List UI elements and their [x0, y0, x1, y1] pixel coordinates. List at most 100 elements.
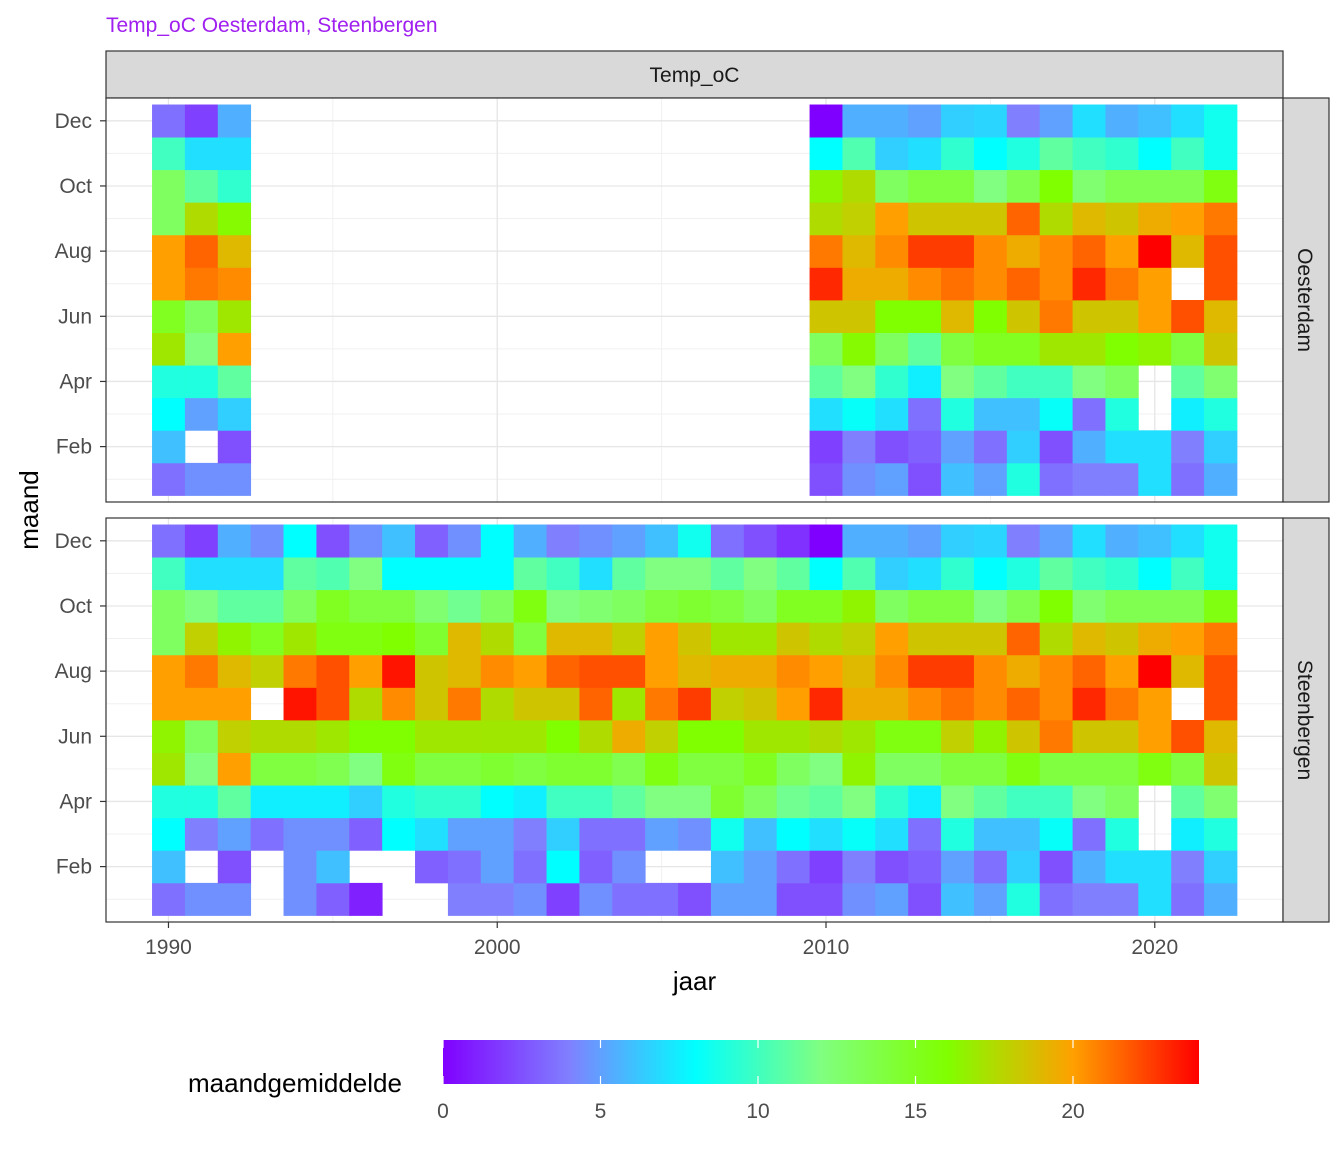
tile-steenbergen-2011-m12 — [842, 524, 876, 558]
tile-steenbergen-1998-m7 — [415, 687, 449, 721]
tile-steenbergen-2018-m7 — [1072, 687, 1106, 721]
tile-oesterdam-2010-m10 — [809, 169, 843, 203]
tile-steenbergen-2011-m10 — [842, 589, 876, 623]
tile-steenbergen-2016-m6 — [1006, 720, 1041, 753]
tile-steenbergen-1993-m9 — [250, 622, 284, 656]
tile-steenbergen-2015-m12 — [973, 524, 1008, 558]
tile-steenbergen-2001-m10 — [513, 589, 547, 623]
tile-oesterdam-1991-m11 — [184, 137, 219, 171]
tile-oesterdam-2010-m12 — [809, 104, 843, 138]
tile-oesterdam-2018-m3 — [1072, 397, 1106, 431]
tile-steenbergen-2021-m8 — [1171, 654, 1205, 688]
tile-steenbergen-1990-m8 — [152, 654, 186, 688]
tile-steenbergen-1994-m7 — [283, 687, 317, 721]
tile-steenbergen-2014-m9 — [941, 622, 975, 656]
tile-steenbergen-2021-m1 — [1171, 882, 1205, 916]
tile-steenbergen-1997-m10 — [382, 589, 416, 623]
tile-steenbergen-1991-m6 — [184, 720, 219, 753]
tile-oesterdam-2016-m7 — [1006, 267, 1041, 301]
tile-oesterdam-2017-m2 — [1039, 430, 1073, 464]
tile-steenbergen-2017-m10 — [1039, 589, 1073, 623]
tile-oesterdam-2016-m9 — [1006, 202, 1041, 236]
tile-steenbergen-2015-m9 — [973, 622, 1008, 656]
tile-steenbergen-1996-m3 — [349, 817, 383, 851]
tile-steenbergen-2016-m1 — [1006, 882, 1041, 916]
tile-oesterdam-2020-m9 — [1138, 202, 1172, 236]
tile-oesterdam-1992-m8 — [217, 234, 252, 268]
tile-oesterdam-2021-m8 — [1171, 234, 1205, 268]
tile-oesterdam-2010-m2 — [809, 430, 843, 464]
tile-steenbergen-2013-m12 — [908, 524, 942, 558]
tile-steenbergen-1994-m3 — [283, 817, 317, 851]
tile-steenbergen-2007-m2 — [710, 850, 745, 884]
tile-steenbergen-2010-m1 — [809, 882, 843, 916]
tile-steenbergen-1995-m2 — [316, 850, 350, 884]
tile-steenbergen-2014-m2 — [941, 850, 975, 884]
tile-oesterdam-2019-m5 — [1105, 332, 1139, 366]
tile-steenbergen-2011-m5 — [842, 752, 876, 786]
legend-tick-label: 10 — [746, 1100, 769, 1123]
tile-oesterdam-2015-m1 — [973, 462, 1008, 496]
tile-steenbergen-2015-m6 — [973, 720, 1008, 753]
tile-steenbergen-2019-m12 — [1105, 524, 1139, 558]
tile-steenbergen-2016-m5 — [1006, 752, 1041, 786]
tile-oesterdam-2010-m1 — [809, 462, 843, 496]
tile-steenbergen-1991-m12 — [184, 524, 219, 558]
tile-steenbergen-1993-m8 — [250, 654, 284, 688]
panel-oesterdam-y-axis: Feb Apr Jun Aug Oct Dec — [55, 110, 106, 459]
tile-steenbergen-2008-m3 — [743, 817, 778, 851]
tile-oesterdam-2022-m4 — [1204, 365, 1238, 399]
tile-steenbergen-2012-m10 — [875, 589, 909, 623]
tile-steenbergen-2000-m4 — [480, 785, 515, 819]
tile-oesterdam-1992-m6 — [217, 300, 252, 333]
tile-oesterdam-2013-m10 — [908, 169, 942, 203]
tile-steenbergen-2016-m9 — [1006, 622, 1041, 656]
tile-steenbergen-1992-m12 — [217, 524, 252, 558]
tile-oesterdam-2016-m3 — [1006, 397, 1041, 431]
tile-oesterdam-2021-m10 — [1171, 169, 1205, 203]
tile-oesterdam-2011-m7 — [842, 267, 876, 301]
tile-steenbergen-2004-m8 — [612, 654, 646, 688]
tile-steenbergen-2011-m1 — [842, 882, 876, 916]
tile-steenbergen-1999-m5 — [447, 752, 482, 786]
panel-steenbergen-tiles — [152, 524, 1238, 916]
tile-oesterdam-2011-m9 — [842, 202, 876, 236]
tile-steenbergen-2011-m8 — [842, 654, 876, 688]
tile-steenbergen-2010-m5 — [809, 752, 843, 786]
tile-oesterdam-1991-m10 — [184, 169, 219, 203]
tile-oesterdam-2011-m4 — [842, 365, 876, 399]
tile-steenbergen-1995-m3 — [316, 817, 350, 851]
y-tick-label: Jun — [58, 725, 92, 748]
tile-oesterdam-2011-m11 — [842, 137, 876, 171]
tile-oesterdam-2016-m10 — [1006, 169, 1041, 203]
tile-steenbergen-2008-m5 — [743, 752, 778, 786]
tile-steenbergen-2022-m6 — [1204, 720, 1238, 753]
tile-oesterdam-1992-m2 — [217, 430, 252, 464]
tile-steenbergen-2008-m2 — [743, 850, 778, 884]
tile-steenbergen-2020-m1 — [1138, 882, 1172, 916]
tile-steenbergen-2022-m12 — [1204, 524, 1238, 558]
tile-oesterdam-1991-m6 — [184, 300, 219, 333]
tile-steenbergen-2016-m4 — [1006, 785, 1041, 819]
tile-steenbergen-2021-m2 — [1171, 850, 1205, 884]
tile-oesterdam-2018-m8 — [1072, 234, 1106, 268]
tile-steenbergen-2002-m11 — [546, 557, 580, 591]
y-tick-label: Oct — [59, 595, 92, 618]
tile-steenbergen-2010-m3 — [809, 817, 843, 851]
tile-steenbergen-2011-m2 — [842, 850, 876, 884]
tile-oesterdam-2021-m11 — [1171, 137, 1205, 171]
tile-steenbergen-2013-m2 — [908, 850, 942, 884]
tile-oesterdam-2017-m9 — [1039, 202, 1073, 236]
tile-steenbergen-2022-m9 — [1204, 622, 1238, 656]
tile-oesterdam-2022-m12 — [1204, 104, 1238, 138]
tile-steenbergen-2003-m7 — [579, 687, 613, 721]
tile-oesterdam-1990-m7 — [152, 267, 186, 301]
tile-steenbergen-2017-m9 — [1039, 622, 1073, 656]
tile-steenbergen-2006-m12 — [678, 524, 712, 558]
tile-steenbergen-1993-m11 — [250, 557, 284, 591]
tile-steenbergen-2021-m5 — [1171, 752, 1205, 786]
tile-steenbergen-1997-m5 — [382, 752, 416, 786]
tile-oesterdam-2019-m8 — [1105, 234, 1139, 268]
legend-colorbar — [443, 1040, 1199, 1084]
